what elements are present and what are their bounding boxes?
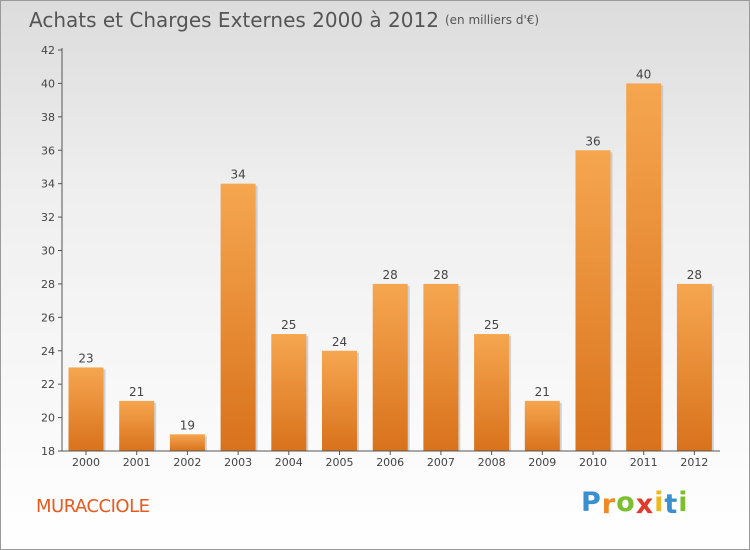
logo-letter: o bbox=[616, 487, 636, 518]
y-tick-label: 32 bbox=[41, 211, 55, 224]
x-tick-label: 2008 bbox=[478, 456, 506, 469]
bar bbox=[68, 367, 104, 451]
bar-value-label: 25 bbox=[484, 318, 499, 332]
x-tick-label: 2007 bbox=[427, 456, 455, 469]
bar-value-label: 19 bbox=[180, 418, 195, 432]
bar bbox=[575, 150, 611, 451]
title-unit: (en milliers d'€) bbox=[444, 13, 540, 27]
x-tick-label: 2010 bbox=[579, 456, 607, 469]
bar-value-label: 40 bbox=[636, 67, 651, 81]
x-tick-label: 2005 bbox=[326, 456, 354, 469]
bar-value-label: 25 bbox=[281, 318, 296, 332]
x-axis: 2000 2001 2002 2003 2004 2005 2006 2007 2008 2009… bbox=[62, 450, 720, 469]
bar-value-label: 34 bbox=[230, 168, 245, 182]
y-tick-label: 30 bbox=[41, 245, 55, 258]
logo-letter: x bbox=[635, 489, 655, 520]
bar bbox=[119, 400, 155, 451]
bar bbox=[676, 283, 712, 451]
bar-value-label: 28 bbox=[687, 268, 702, 282]
y-tick-label: 24 bbox=[41, 345, 55, 358]
y-tick-label: 26 bbox=[41, 311, 55, 324]
bar-value-label: 23 bbox=[78, 351, 93, 365]
bar-value-label: 28 bbox=[383, 268, 398, 282]
x-tick-label: 2012 bbox=[680, 456, 708, 469]
bar bbox=[474, 334, 510, 451]
y-tick-label: 36 bbox=[41, 144, 55, 157]
logo-letter: i bbox=[654, 487, 665, 518]
x-tick-label: 2006 bbox=[376, 456, 404, 469]
x-tick-label: 2004 bbox=[275, 456, 303, 469]
y-tick-label: 28 bbox=[41, 278, 55, 291]
title-text: Achats et Charges Externes 2000 à 2012 bbox=[29, 8, 439, 32]
bar-value-label: 36 bbox=[585, 134, 600, 148]
x-tick-label: 2009 bbox=[528, 456, 556, 469]
bar bbox=[372, 283, 408, 451]
bar-value-label: 21 bbox=[535, 385, 550, 399]
x-tick-label: 2011 bbox=[630, 456, 658, 469]
bars-group: 23 21 19 34 25 24 28 28 25 21 36 40 28 bbox=[68, 67, 714, 452]
x-tick-label: 2000 bbox=[72, 456, 100, 469]
town-name: MURACCIOLE bbox=[36, 496, 150, 517]
y-tick-label: 40 bbox=[41, 77, 55, 90]
proxiti-logo: Proxiti bbox=[581, 487, 689, 520]
bar bbox=[423, 283, 459, 451]
bar-value-label: 28 bbox=[433, 268, 448, 282]
y-tick-label: 38 bbox=[41, 111, 55, 124]
bar bbox=[626, 83, 662, 452]
y-tick-label: 34 bbox=[41, 178, 55, 191]
x-tick-label: 2003 bbox=[224, 456, 252, 469]
y-axis: 18 20 22 24 26 28 30 32 34 36 38 40 42 bbox=[41, 44, 63, 458]
bar-value-label: 21 bbox=[129, 385, 144, 399]
y-tick-label: 22 bbox=[41, 378, 55, 391]
y-tick-label: 42 bbox=[41, 44, 55, 57]
bar bbox=[220, 183, 256, 451]
bar bbox=[524, 400, 560, 451]
chart-title: Achats et Charges Externes 2000 à 2012 (e… bbox=[29, 8, 539, 32]
x-tick-label: 2002 bbox=[173, 456, 201, 469]
y-tick-label: 18 bbox=[41, 445, 55, 458]
bar bbox=[169, 434, 205, 451]
logo-letter: i bbox=[678, 487, 689, 518]
logo-letter: t bbox=[664, 489, 679, 520]
bar-value-label: 24 bbox=[332, 335, 347, 349]
logo-letter: P bbox=[581, 487, 602, 518]
x-tick-label: 2001 bbox=[123, 456, 151, 469]
bar bbox=[322, 350, 357, 451]
y-tick-label: 20 bbox=[41, 412, 55, 425]
logo-letter: r bbox=[601, 489, 617, 520]
bar bbox=[271, 334, 307, 451]
